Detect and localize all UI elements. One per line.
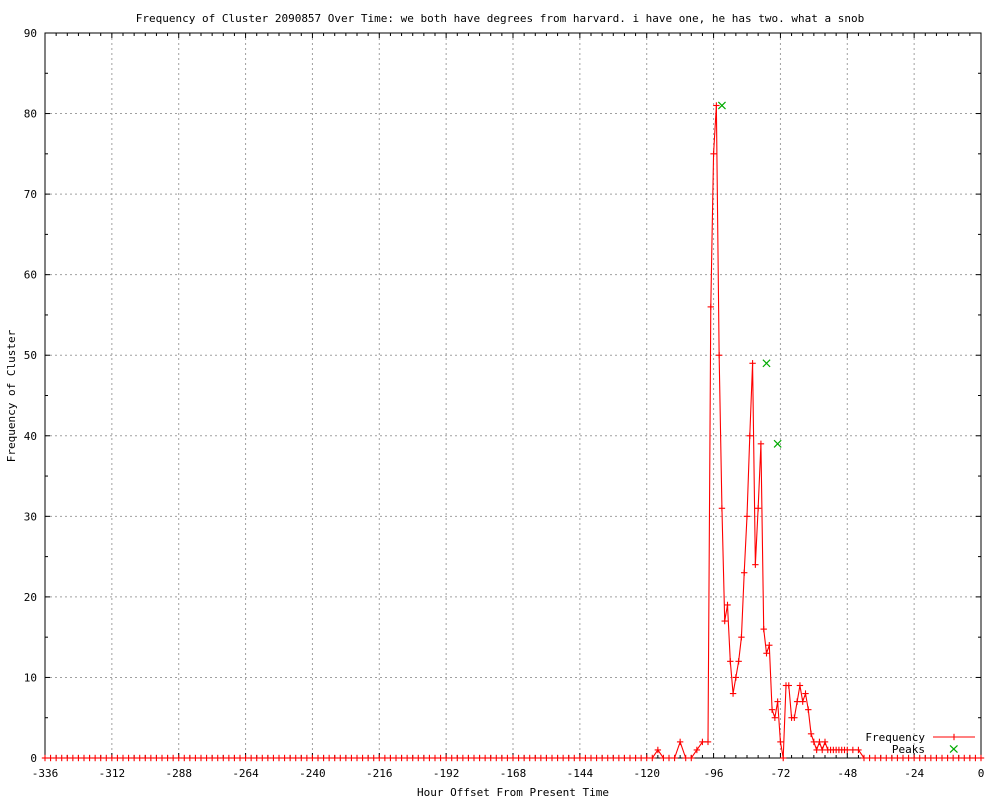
legend-label-frequency: Frequency (865, 731, 925, 744)
x-axis-tick-label: -48 (837, 767, 857, 780)
peak-marker (773, 439, 782, 448)
peak-marker (762, 359, 771, 368)
y-axis-tick-label: 60 (24, 269, 37, 282)
x-axis-title: Hour Offset From Present Time (417, 786, 609, 799)
y-axis-tick-label: 40 (24, 430, 37, 443)
x-axis-tick-label: -168 (500, 767, 527, 780)
x-axis-tick-label: -216 (366, 767, 393, 780)
y-axis-title: Frequency of Cluster (5, 329, 18, 462)
x-axis-tick-label: -264 (232, 767, 259, 780)
x-axis-tick-label: -24 (904, 767, 924, 780)
chart-title: Frequency of Cluster 2090857 Over Time: … (135, 12, 865, 25)
x-axis-tick-label: -96 (704, 767, 724, 780)
x-axis-tick-label: -336 (32, 767, 59, 780)
y-axis-tick-label: 90 (24, 27, 37, 40)
legend-label-peaks: Peaks (892, 743, 925, 756)
y-axis-tick-label: 10 (24, 671, 37, 684)
x-axis-tick-label: -240 (299, 767, 326, 780)
y-axis-tick-label: 50 (24, 349, 37, 362)
x-axis-tick-label: -144 (567, 767, 594, 780)
series-frequency-markers (41, 102, 985, 762)
x-axis-tick-label: -312 (99, 767, 126, 780)
x-axis-tick-label: -288 (165, 767, 192, 780)
peak-marker (717, 101, 726, 110)
y-axis-tick-label: 30 (24, 510, 37, 523)
x-axis-tick-label: -192 (433, 767, 460, 780)
legend-swatch-peaks-marker (949, 744, 958, 754)
x-axis-tick-label: 0 (978, 767, 985, 780)
y-axis-tick-label: 0 (30, 752, 37, 765)
y-axis-tick-label: 20 (24, 591, 37, 604)
x-axis-tick-label: -72 (770, 767, 790, 780)
x-axis-tick-label: -120 (633, 767, 660, 780)
y-axis-tick-label: 70 (24, 188, 37, 201)
y-axis-tick-label: 80 (24, 108, 37, 121)
series-peaks-markers (717, 101, 782, 448)
